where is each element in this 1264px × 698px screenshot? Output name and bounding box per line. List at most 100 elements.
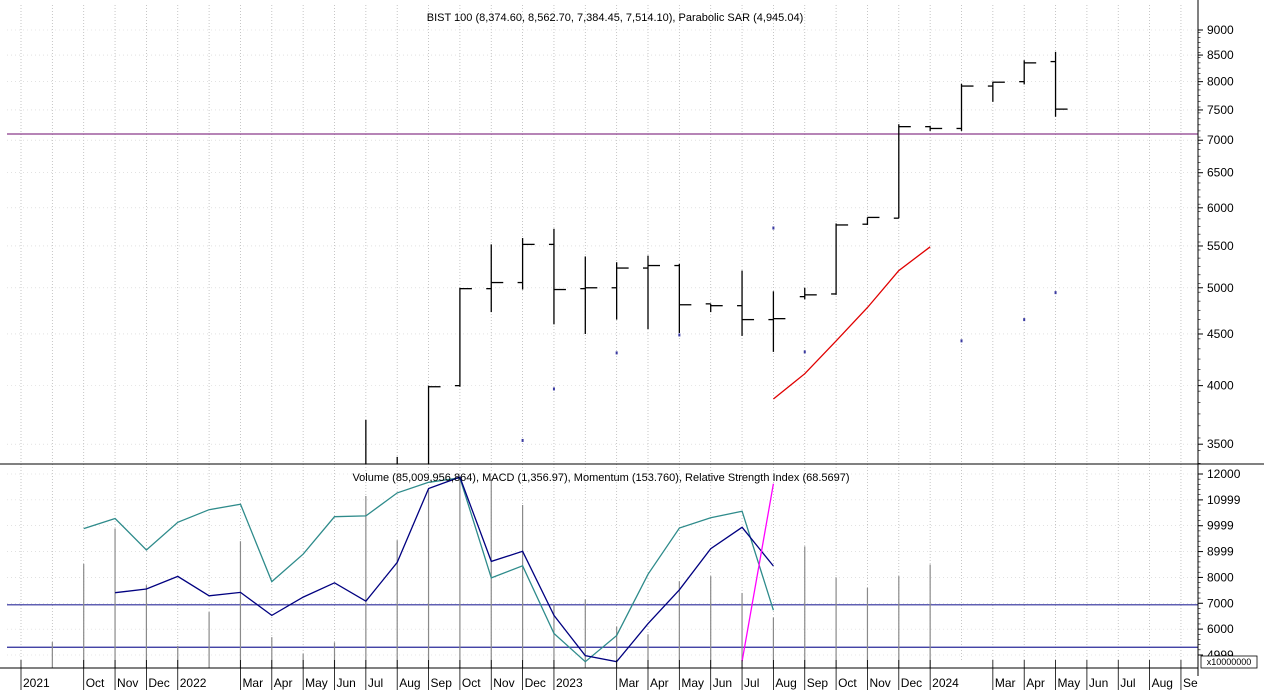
sar-dot [521, 438, 524, 442]
indicator-line [115, 476, 774, 663]
y-tick-label: 9000 [1207, 23, 1234, 37]
y-tick-label: 5000 [1207, 281, 1234, 295]
x-tick-label: Dec [148, 676, 169, 690]
indicator-panel [7, 476, 1198, 668]
x-tick-label: Aug [399, 676, 420, 690]
ohlc-bar [1050, 51, 1068, 117]
x-tick-label: Nov [493, 676, 514, 690]
red-trend-line [772, 246, 931, 400]
x-tick-label: Oct [86, 676, 105, 690]
ohlc-bar [365, 419, 367, 464]
x-tick-label: Oct [462, 676, 481, 690]
x-tick-label: Jul [744, 676, 759, 690]
x-tick-label: Se [1183, 676, 1198, 690]
x-tick-label: 2022 [180, 676, 207, 690]
x-tick-label: Jul [368, 676, 383, 690]
y-tick-label: 7000 [1207, 596, 1234, 610]
sar-dot [552, 387, 555, 391]
gridlines [7, 5, 1198, 660]
y-tick-label: 7500 [1207, 103, 1234, 117]
ohlc-bar [987, 81, 1005, 102]
y-tick-label: 10999 [1207, 493, 1241, 507]
x-tick-label: Apr [1026, 676, 1045, 690]
indicator-line [741, 483, 775, 662]
ohlc-bar [580, 256, 598, 334]
ohlc-bar [486, 244, 504, 313]
price-panel-title: BIST 100 (8,374.60, 8,562.70, 7,384.45, … [427, 12, 804, 24]
x-tick-label: Mar [242, 676, 263, 690]
ohlc-bar [737, 270, 755, 336]
x-tick-label: Apr [650, 676, 669, 690]
ohlc-bar [517, 238, 535, 290]
ohlc-bar [768, 291, 786, 352]
price-panel [7, 51, 1198, 511]
ohlc-bars [330, 51, 1068, 511]
x-tick-label: Aug [1152, 676, 1173, 690]
y-tick-label: 6000 [1207, 201, 1234, 215]
x-tick-label: 2023 [556, 676, 583, 690]
y-tick-label: 8000 [1207, 75, 1234, 89]
ohlc-bar [611, 262, 629, 320]
sar-dot [1054, 291, 1057, 295]
ohlc-bar [427, 385, 441, 464]
multiplier-label: x10000000 [1207, 657, 1252, 667]
sar-dot [960, 339, 963, 343]
x-tick-label: 2024 [932, 676, 959, 690]
y-tick-label: 3500 [1207, 437, 1234, 451]
x-tick-label: Oct [838, 676, 857, 690]
ohlc-bar [705, 303, 723, 313]
ohlc-bar [396, 456, 398, 464]
indicator-line [83, 477, 775, 663]
x-tick-label: Jul [1120, 676, 1135, 690]
ohlc-bar [925, 125, 943, 131]
x-tick-label: Nov [117, 676, 138, 690]
x-tick-label: Mar [995, 676, 1016, 690]
y-tick-label: 6000 [1207, 622, 1234, 636]
x-tick-label: Dec [901, 676, 922, 690]
y-tick-label: 7000 [1207, 133, 1234, 147]
ohlc-bar [548, 228, 566, 325]
ohlc-bar [454, 287, 472, 387]
y-tick-label: 5500 [1207, 239, 1234, 253]
ohlc-bar [674, 263, 692, 334]
ohlc-bar [643, 255, 660, 330]
x-tick-label: Mar [619, 676, 640, 690]
y-tick-label: 8500 [1207, 48, 1234, 62]
sar-dot [803, 350, 806, 354]
sar-dot [1023, 318, 1026, 322]
ohlc-bar [330, 490, 347, 511]
x-tick-label: May [305, 676, 328, 690]
sar-dot [615, 351, 618, 355]
y-tick-label: 12000 [1207, 467, 1241, 481]
x-tick-label: Jun [713, 676, 732, 690]
sar-dot [772, 226, 775, 230]
y-tick-label: 4500 [1207, 327, 1234, 341]
x-tick-label: 2021 [23, 676, 50, 690]
y-tick-label: 8999 [1207, 545, 1234, 559]
ohlc-bar [1019, 60, 1037, 85]
x-tick-label: Dec [525, 676, 546, 690]
y-tick-label: 4000 [1207, 379, 1234, 393]
ohlc-bar [893, 124, 911, 219]
x-tick-label: Nov [869, 676, 890, 690]
y-tick-label: 8000 [1207, 570, 1234, 584]
y-tick-label: 9999 [1207, 519, 1234, 533]
indicator-panel-title: Volume (85,009,956,864), MACD (1,356.97)… [352, 472, 849, 484]
x-tick-label: May [681, 676, 704, 690]
x-tick-label: Sep [431, 676, 453, 690]
x-tick-label: Sep [807, 676, 829, 690]
x-tick-label: Jun [1089, 676, 1108, 690]
ohlc-bar [956, 83, 974, 131]
sar-dot [678, 333, 681, 337]
x-tick-label: Aug [775, 676, 796, 690]
multiplier-box: x10000000 [1200, 655, 1258, 669]
ohlc-bar [831, 223, 849, 295]
ohlc-bar [862, 216, 880, 225]
ohlc-bar [799, 287, 817, 300]
x-tick-label: Apr [274, 676, 293, 690]
x-tick-label: Jun [337, 676, 356, 690]
x-tick-label: May [1058, 676, 1081, 690]
y-tick-label: 6500 [1207, 166, 1234, 180]
